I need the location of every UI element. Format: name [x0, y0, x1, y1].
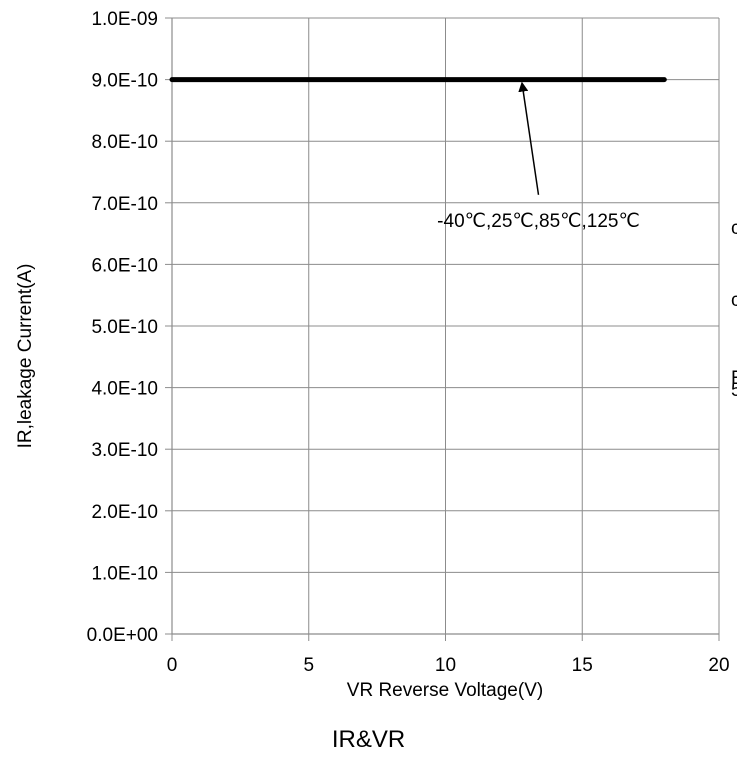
- x-tick-label: 10: [435, 655, 456, 676]
- y-tick-label: 8.0E-10: [91, 132, 158, 153]
- edge-fragment: E: [731, 368, 737, 390]
- y-tick-label: 5.0E-10: [91, 317, 158, 338]
- grid: [171, 17, 720, 635]
- x-tick-label: 20: [708, 655, 729, 676]
- edge-fragment: c: [731, 218, 737, 239]
- x-tick-label: 5: [303, 655, 314, 676]
- annotation: -40℃,25℃,85℃,125℃: [437, 81, 640, 232]
- annotation-label: -40℃,25℃,85℃,125℃: [437, 211, 640, 232]
- tick-labels: 0.0E+00 1.0E-10 2.0E-10 3.0E-10 4.0E-10 5.0E-…: [87, 9, 730, 676]
- y-tick-label: 7.0E-10: [91, 194, 158, 215]
- axes: [165, 17, 720, 641]
- edge-fragment: 5: [731, 380, 737, 401]
- edge-fragment: c: [731, 290, 737, 311]
- y-tick-label: 1.0E-10: [91, 563, 158, 584]
- y-tick-label: 3.0E-10: [91, 440, 158, 461]
- x-tick-label: 15: [572, 655, 593, 676]
- y-tick-label: 2.0E-10: [91, 502, 158, 523]
- y-tick-label: 6.0E-10: [91, 255, 158, 276]
- y-tick-label: 0.0E+00: [87, 625, 158, 646]
- y-tick-label: 4.0E-10: [91, 379, 158, 400]
- y-tick-label: 1.0E-09: [91, 9, 158, 30]
- annotation-arrow: [518, 81, 540, 195]
- chart-title: IR&VR: [331, 726, 406, 753]
- y-tick-label: 9.0E-10: [91, 71, 158, 92]
- x-tick-label: 0: [167, 655, 178, 676]
- y-axis-label: IR,leakage Current(A): [15, 264, 36, 449]
- x-axis-label: VR Reverse Voltage(V): [347, 680, 543, 701]
